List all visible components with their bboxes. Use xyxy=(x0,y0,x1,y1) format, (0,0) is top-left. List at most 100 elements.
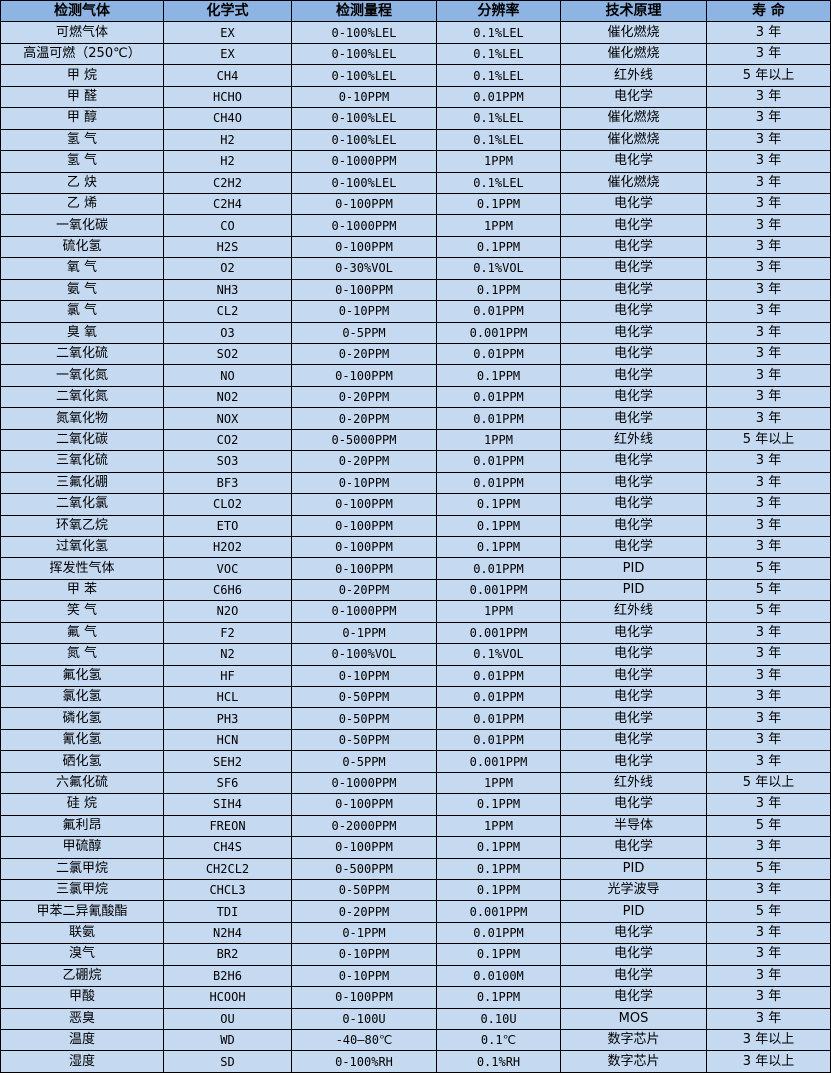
formula-cell: SEH2 xyxy=(163,750,292,773)
range-cell: 0-10PPM xyxy=(291,964,437,988)
table-row: 磷化氢 PH3 0-50PPM 0.01PPM 电化学 3 年 xyxy=(0,707,831,730)
lifespan-cell: 5 年 xyxy=(706,814,831,838)
principle-cell: 电化学 xyxy=(560,793,707,816)
principle-cell: 红外线 xyxy=(560,428,707,452)
formula-cell: TDI xyxy=(163,900,292,923)
table-row: 氯化氢 HCL 0-50PPM 0.01PPM 电化学 3 年 xyxy=(0,685,831,709)
lifespan-cell: 3 年 xyxy=(706,943,831,966)
range-cell: 0-50PPM xyxy=(291,707,437,730)
table-row: 甲苯二异氰酸酯 TDI 0-20PPM 0.001PPM PID 5 年 xyxy=(0,900,831,923)
gas-cell: 甲酸 xyxy=(0,986,164,1009)
gas-cell: 联氨 xyxy=(0,921,164,945)
resolution-cell: 0.1%RH xyxy=(436,1050,561,1073)
formula-cell: C6H6 xyxy=(163,578,292,602)
header-row: 检测气体 化学式 检测量程 分辨率 技术原理 寿 命 xyxy=(0,0,831,23)
lifespan-cell: 5 年以上 xyxy=(706,771,831,795)
resolution-cell: 0.1PPM xyxy=(436,535,561,559)
range-cell: 0-1000PPM xyxy=(291,150,437,173)
table-row: 甲 苯 C6H6 0-20PPM 0.001PPM PID 5 年 xyxy=(0,578,831,602)
range-cell: 0-100PPM xyxy=(291,364,437,387)
gas-cell: 一氧化碳 xyxy=(0,214,164,237)
lifespan-cell: 3 年 xyxy=(706,535,831,559)
formula-cell: O2 xyxy=(163,257,292,280)
principle-cell: 催化燃烧 xyxy=(560,42,707,66)
formula-cell: H2O2 xyxy=(163,535,292,559)
range-cell: 0-10PPM xyxy=(291,85,437,109)
resolution-cell: 0.001PPM xyxy=(436,750,561,773)
range-cell: 0-100PPM xyxy=(291,192,437,216)
resolution-cell: 1PPM xyxy=(436,214,561,237)
gas-cell: 氟利昂 xyxy=(0,814,164,838)
formula-cell: CH4S xyxy=(163,836,292,859)
table-row: 恶臭 OU 0-100U 0.10U MOS 3 年 xyxy=(0,1007,831,1031)
table-row: 氢 气 H2 0-100%LEL 0.1%LEL 催化燃烧 3 年 xyxy=(0,128,831,152)
formula-cell: H2 xyxy=(163,150,292,173)
table-row: 氟化氢 HF 0-10PPM 0.01PPM 电化学 3 年 xyxy=(0,664,831,688)
range-cell: 0-10PPM xyxy=(291,471,437,495)
principle-cell: 电化学 xyxy=(560,235,707,259)
range-cell: 0-20PPM xyxy=(291,407,437,430)
lifespan-cell: 3 年 xyxy=(706,321,831,345)
table-row: 乙 烯 C2H4 0-100PPM 0.1PPM 电化学 3 年 xyxy=(0,192,831,216)
table-row: 高温可燃（250℃） EX 0-100%LEL 0.1%LEL 催化燃烧 3 年 xyxy=(0,42,831,66)
resolution-cell: 0.1%VOL xyxy=(436,257,561,280)
formula-cell: NO2 xyxy=(163,385,292,409)
formula-cell: OU xyxy=(163,1007,292,1031)
table-row: 湿度 SD 0-100%RH 0.1%RH 数字芯片 3 年以上 xyxy=(0,1050,831,1073)
table-row: 甲 醇 CH4O 0-100%LEL 0.1%LEL 催化燃烧 3 年 xyxy=(0,107,831,130)
table-row: 乙 炔 C2H2 0-100%LEL 0.1%LEL 催化燃烧 3 年 xyxy=(0,171,831,194)
table-row: 二氧化氯 CLO2 0-100PPM 0.1PPM 电化学 3 年 xyxy=(0,493,831,516)
formula-cell: HCL xyxy=(163,685,292,709)
lifespan-cell: 3 年 xyxy=(706,664,831,688)
principle-cell: 数字芯片 xyxy=(560,1028,707,1052)
formula-cell: VOC xyxy=(163,557,292,580)
gas-cell: 过氧化氢 xyxy=(0,535,164,559)
principle-cell: 催化燃烧 xyxy=(560,171,707,194)
range-cell: -40—80℃ xyxy=(291,1028,437,1052)
principle-cell: 电化学 xyxy=(560,750,707,773)
resolution-cell: 0.01PPM xyxy=(436,921,561,945)
range-cell: 0-2000PPM xyxy=(291,814,437,838)
resolution-cell: 0.1%LEL xyxy=(436,128,561,152)
formula-cell: FREON xyxy=(163,814,292,838)
lifespan-cell: 3 年 xyxy=(706,493,831,516)
lifespan-cell: 3 年 xyxy=(706,921,831,945)
resolution-cell: 1PPM xyxy=(436,814,561,838)
gas-cell: 臭 氧 xyxy=(0,321,164,345)
table-row: 六氟化硫 SF6 0-1000PPM 1PPM 红外线 5 年以上 xyxy=(0,771,831,795)
resolution-cell: 0.01PPM xyxy=(436,728,561,752)
table-row: 硒化氢 SEH2 0-5PPM 0.001PPM 电化学 3 年 xyxy=(0,750,831,773)
lifespan-cell: 3 年 xyxy=(706,471,831,495)
resolution-cell: 0.01PPM xyxy=(436,407,561,430)
range-cell: 0-100PPM xyxy=(291,535,437,559)
gas-cell: 硫化氢 xyxy=(0,235,164,259)
range-cell: 0-20PPM xyxy=(291,342,437,366)
table-row: 二氧化碳 CO2 0-5000PPM 1PPM 红外线 5 年以上 xyxy=(0,428,831,452)
lifespan-cell: 3 年 xyxy=(706,514,831,537)
lifespan-cell: 3 年 xyxy=(706,342,831,366)
header-formula: 化学式 xyxy=(163,0,292,23)
lifespan-cell: 3 年 xyxy=(706,728,831,752)
principle-cell: 电化学 xyxy=(560,300,707,323)
resolution-cell: 0.01PPM xyxy=(436,300,561,323)
formula-cell: WD xyxy=(163,1028,292,1052)
lifespan-cell: 3 年 xyxy=(706,21,831,44)
principle-cell: 电化学 xyxy=(560,621,707,645)
resolution-cell: 0.01PPM xyxy=(436,707,561,730)
lifespan-cell: 3 年 xyxy=(706,621,831,645)
formula-cell: CLO2 xyxy=(163,493,292,516)
header-principle: 技术原理 xyxy=(560,0,707,23)
table-row: 硅 烷 SIH4 0-100PPM 0.1PPM 电化学 3 年 xyxy=(0,793,831,816)
formula-cell: CHCL3 xyxy=(163,878,292,902)
lifespan-cell: 3 年 xyxy=(706,986,831,1009)
gas-cell: 甲 烷 xyxy=(0,64,164,87)
gas-cell: 二氧化碳 xyxy=(0,428,164,452)
lifespan-cell: 3 年 xyxy=(706,750,831,773)
resolution-cell: 0.001PPM xyxy=(436,900,561,923)
lifespan-cell: 3 年 xyxy=(706,150,831,173)
formula-cell: CH4O xyxy=(163,107,292,130)
gas-cell: 磷化氢 xyxy=(0,707,164,730)
lifespan-cell: 3 年 xyxy=(706,643,831,666)
resolution-cell: 0.01PPM xyxy=(436,450,561,473)
gas-cell: 硒化氢 xyxy=(0,750,164,773)
